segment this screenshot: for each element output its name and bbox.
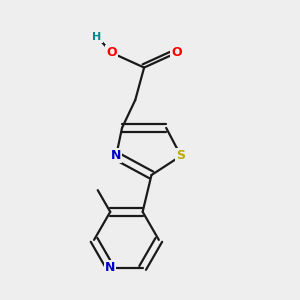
Text: N: N (111, 149, 121, 162)
Text: H: H (92, 32, 102, 42)
Text: O: O (171, 46, 182, 59)
Text: N: N (105, 261, 116, 274)
Text: O: O (106, 46, 117, 59)
Text: S: S (176, 149, 185, 162)
